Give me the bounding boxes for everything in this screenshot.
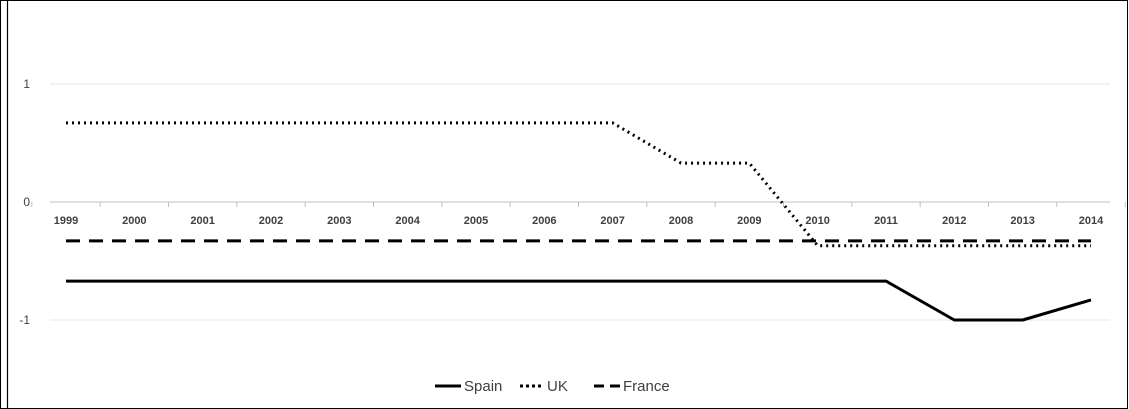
x-tick-label: 2011 bbox=[874, 215, 898, 227]
x-tick-label: 2002 bbox=[259, 215, 283, 227]
x-tick-label: 2005 bbox=[464, 215, 488, 227]
gridlines bbox=[50, 83, 1110, 321]
x-tick-label: 2007 bbox=[600, 215, 624, 227]
x-tick-label: 2003 bbox=[327, 215, 351, 227]
x-axis: 1999 2000 2001 2002 2003 2004 2005 2006 2007 2008… bbox=[31, 201, 1126, 227]
series-line-spain bbox=[66, 279, 1092, 322]
series-line-uk bbox=[66, 121, 1091, 248]
x-tick-label: 1999 bbox=[54, 215, 78, 227]
x-tick-label: 2008 bbox=[669, 215, 693, 227]
x-tick-label: 2010 bbox=[805, 215, 829, 227]
x-tick-label: 2004 bbox=[395, 215, 420, 227]
legend: Spain UK France bbox=[435, 378, 670, 395]
x-tick-label: 2014 bbox=[1079, 215, 1104, 227]
x-tick-label: 2012 bbox=[942, 215, 966, 227]
x-tick-label: 2006 bbox=[532, 215, 556, 227]
x-tick-label: 2013 bbox=[1010, 215, 1034, 227]
legend-label-france: France bbox=[623, 378, 670, 395]
y-tick-label: -1 bbox=[19, 313, 30, 327]
series-lines bbox=[66, 121, 1092, 322]
y-tick-label: 1 bbox=[23, 77, 30, 91]
x-tick-label: 2009 bbox=[737, 215, 761, 227]
y-tick-label: 0 bbox=[23, 195, 30, 209]
x-tick-label: 2000 bbox=[122, 215, 146, 227]
legend-label-spain: Spain bbox=[464, 378, 502, 395]
legend-label-uk: UK bbox=[547, 378, 568, 395]
y-axis: 1 0 -1 bbox=[19, 77, 30, 327]
x-tick-label: 2001 bbox=[190, 215, 214, 227]
